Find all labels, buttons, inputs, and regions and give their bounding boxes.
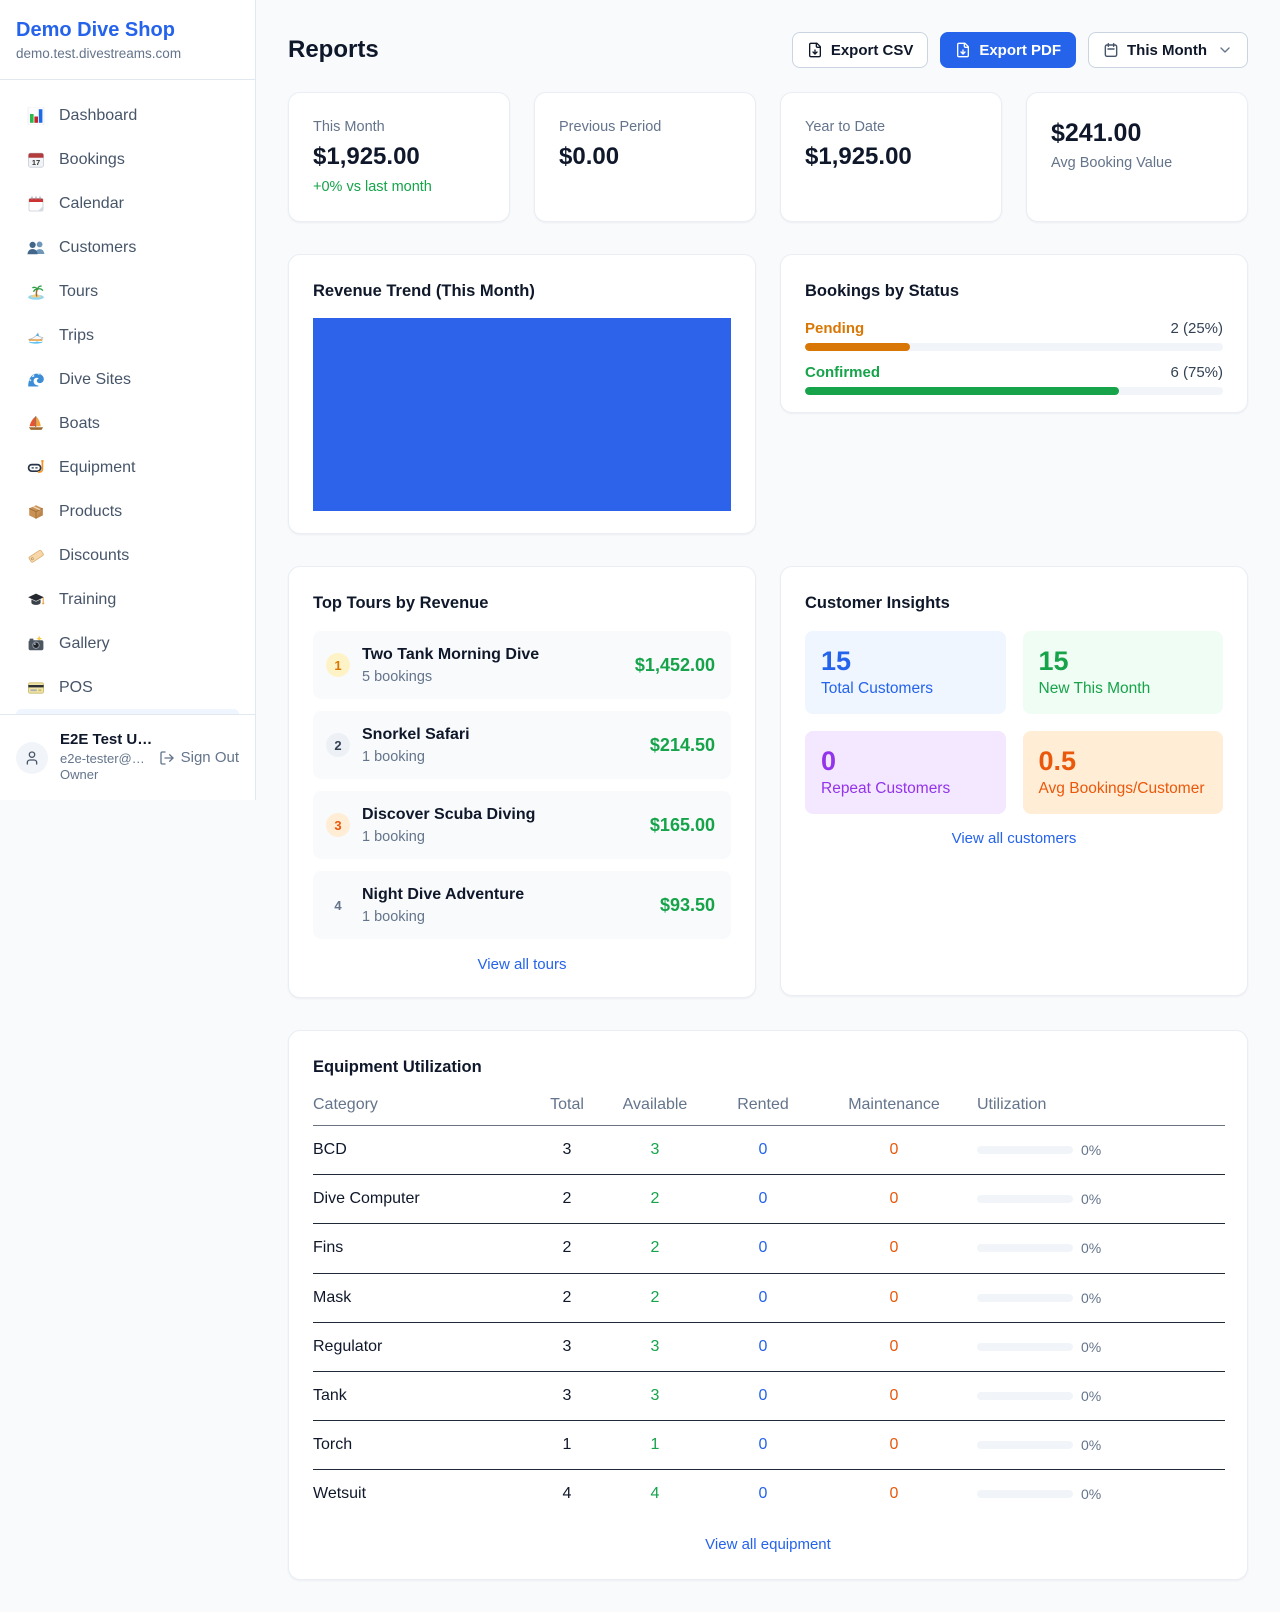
svg-text:17: 17 (32, 158, 40, 167)
